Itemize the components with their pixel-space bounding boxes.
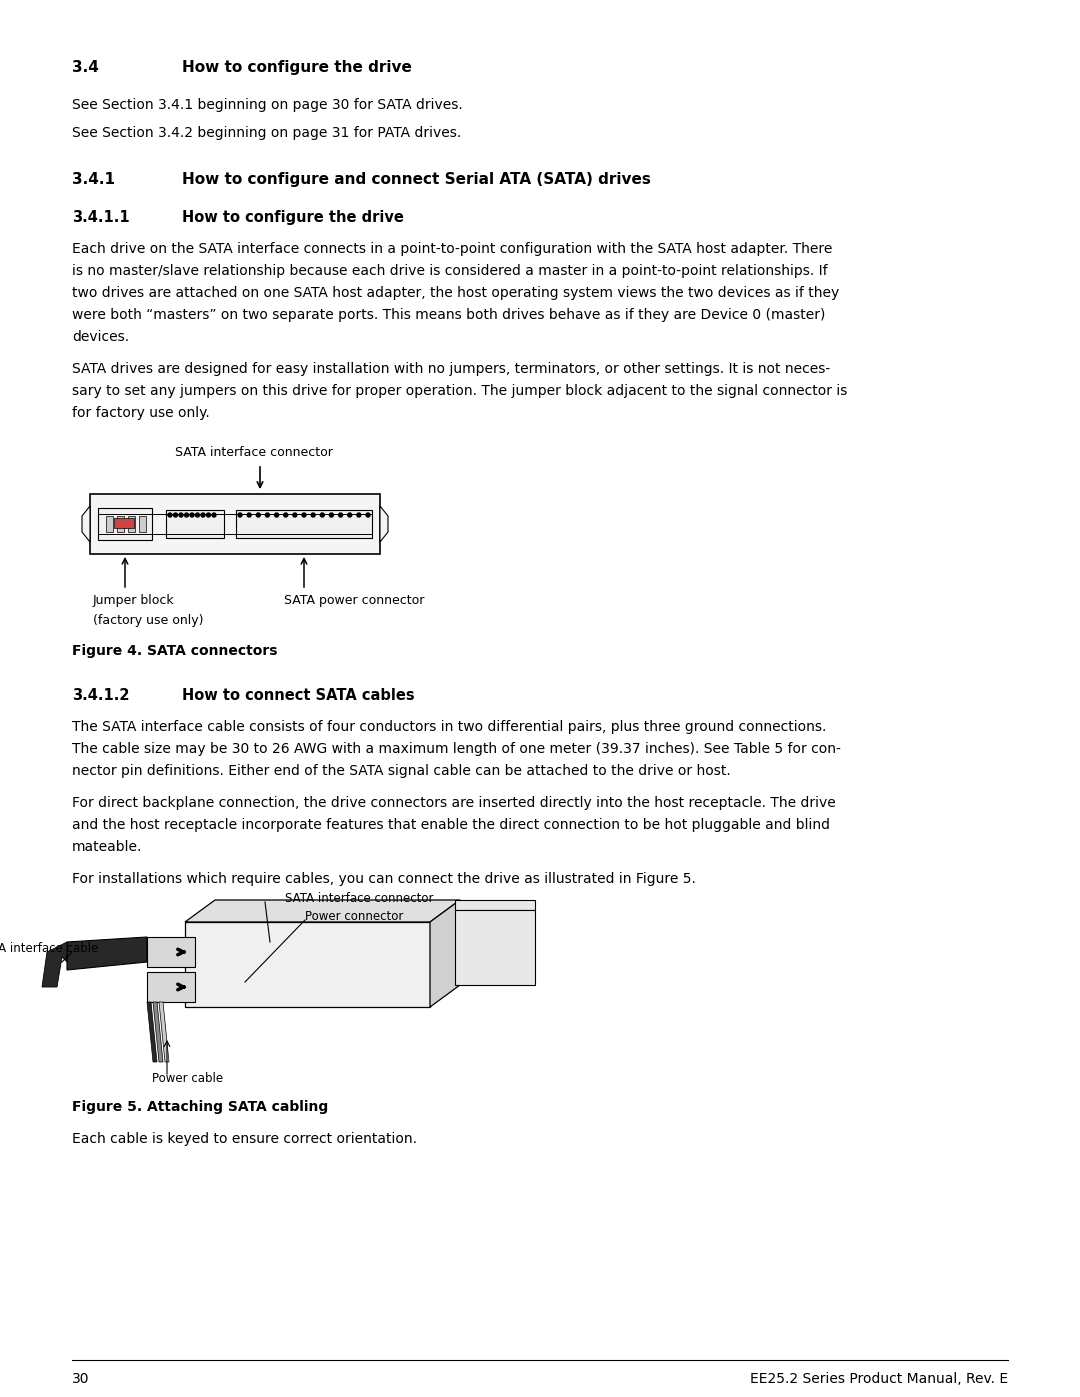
Circle shape (195, 513, 200, 517)
Circle shape (293, 513, 297, 517)
Circle shape (185, 513, 189, 517)
Bar (90, 495, 380, 555)
Polygon shape (147, 937, 195, 967)
Circle shape (329, 513, 334, 517)
Circle shape (256, 513, 260, 517)
Polygon shape (147, 1002, 157, 1062)
Text: The SATA interface cable consists of four conductors in two differential pairs, : The SATA interface cable consists of fou… (72, 719, 826, 733)
Text: For direct backplane connection, the drive connectors are inserted directly into: For direct backplane connection, the dri… (72, 796, 836, 810)
Text: and the host receptacle incorporate features that enable the direct connection t: and the host receptacle incorporate feat… (72, 819, 831, 833)
Text: two drives are attached on one SATA host adapter, the host operating system view: two drives are attached on one SATA host… (72, 286, 839, 300)
Bar (98, 509, 152, 541)
Text: How to configure the drive: How to configure the drive (183, 60, 411, 75)
Text: nector pin definitions. Either end of the SATA signal cable can be attached to t: nector pin definitions. Either end of th… (72, 764, 731, 778)
Polygon shape (159, 1002, 168, 1062)
Text: See Section 3.4.1 beginning on page 30 for SATA drives.: See Section 3.4.1 beginning on page 30 f… (72, 98, 462, 112)
Polygon shape (82, 506, 90, 542)
Text: Figure 5. Attaching SATA cabling: Figure 5. Attaching SATA cabling (72, 1099, 328, 1113)
Text: See Section 3.4.2 beginning on page 31 for PATA drives.: See Section 3.4.2 beginning on page 31 f… (72, 126, 461, 140)
Circle shape (190, 513, 194, 517)
Bar (117, 515, 124, 532)
Circle shape (179, 513, 183, 517)
Bar (139, 515, 146, 532)
Text: Power connector: Power connector (305, 909, 403, 923)
Text: Power cable: Power cable (152, 1071, 224, 1085)
Text: SATA drives are designed for easy installation with no jumpers, terminators, or : SATA drives are designed for easy instal… (72, 362, 831, 376)
Polygon shape (455, 909, 535, 985)
Polygon shape (42, 942, 67, 988)
Text: Figure 4. SATA connectors: Figure 4. SATA connectors (72, 644, 278, 658)
Text: SATA interface connector: SATA interface connector (285, 893, 433, 905)
Circle shape (274, 513, 279, 517)
Polygon shape (67, 937, 147, 970)
Text: Jumper block: Jumper block (93, 594, 175, 608)
Circle shape (321, 513, 324, 517)
Text: is no master/slave relationship because each drive is considered a master in a p: is no master/slave relationship because … (72, 264, 827, 278)
Polygon shape (430, 900, 460, 1007)
Circle shape (201, 513, 205, 517)
Circle shape (302, 513, 306, 517)
Text: EE25.2 Series Product Manual, Rev. E: EE25.2 Series Product Manual, Rev. E (750, 1372, 1008, 1386)
Circle shape (212, 513, 216, 517)
Circle shape (266, 513, 269, 517)
Text: The cable size may be 30 to 26 AWG with a maximum length of one meter (39.37 inc: The cable size may be 30 to 26 AWG with … (72, 742, 841, 756)
Bar (166, 510, 224, 538)
Polygon shape (185, 922, 430, 1007)
Text: devices.: devices. (72, 330, 130, 344)
Text: SATA interface connector: SATA interface connector (175, 446, 333, 460)
Circle shape (311, 513, 315, 517)
Text: for factory use only.: for factory use only. (72, 407, 210, 420)
Circle shape (247, 513, 252, 517)
Text: Each drive on the SATA interface connects in a point-to-point configuration with: Each drive on the SATA interface connect… (72, 242, 833, 256)
Circle shape (206, 513, 211, 517)
Bar (114, 518, 134, 528)
Circle shape (284, 513, 287, 517)
Text: were both “masters” on two separate ports. This means both drives behave as if t: were both “masters” on two separate port… (72, 307, 825, 321)
Polygon shape (455, 900, 535, 909)
Text: For installations which require cables, you can connect the drive as illustrated: For installations which require cables, … (72, 872, 696, 886)
Bar (106, 515, 113, 532)
Polygon shape (153, 1002, 163, 1062)
Circle shape (338, 513, 342, 517)
Text: How to connect SATA cables: How to connect SATA cables (183, 687, 415, 703)
Bar (237, 510, 372, 538)
Circle shape (174, 513, 177, 517)
Text: 3.4.1: 3.4.1 (72, 172, 114, 187)
Polygon shape (147, 972, 195, 1002)
Circle shape (348, 513, 352, 517)
Circle shape (238, 513, 242, 517)
Text: (factory use only): (factory use only) (93, 615, 203, 627)
Text: 3.4.1.1: 3.4.1.1 (72, 210, 130, 225)
Text: How to configure the drive: How to configure the drive (183, 210, 404, 225)
Text: 30: 30 (72, 1372, 90, 1386)
Bar (129, 515, 135, 532)
Text: How to configure and connect Serial ATA (SATA) drives: How to configure and connect Serial ATA … (183, 172, 651, 187)
Circle shape (168, 513, 172, 517)
Text: SATA interface cable: SATA interface cable (0, 942, 98, 956)
Text: Each cable is keyed to ensure correct orientation.: Each cable is keyed to ensure correct or… (72, 1132, 417, 1146)
Circle shape (366, 513, 370, 517)
Text: SATA power connector: SATA power connector (284, 594, 424, 608)
Polygon shape (185, 900, 460, 922)
Circle shape (356, 513, 361, 517)
Text: 3.4.1.2: 3.4.1.2 (72, 687, 130, 703)
Text: mateable.: mateable. (72, 840, 143, 854)
Text: 3.4: 3.4 (72, 60, 99, 75)
Polygon shape (380, 506, 388, 542)
Text: sary to set any jumpers on this drive for proper operation. The jumper block adj: sary to set any jumpers on this drive fo… (72, 384, 848, 398)
